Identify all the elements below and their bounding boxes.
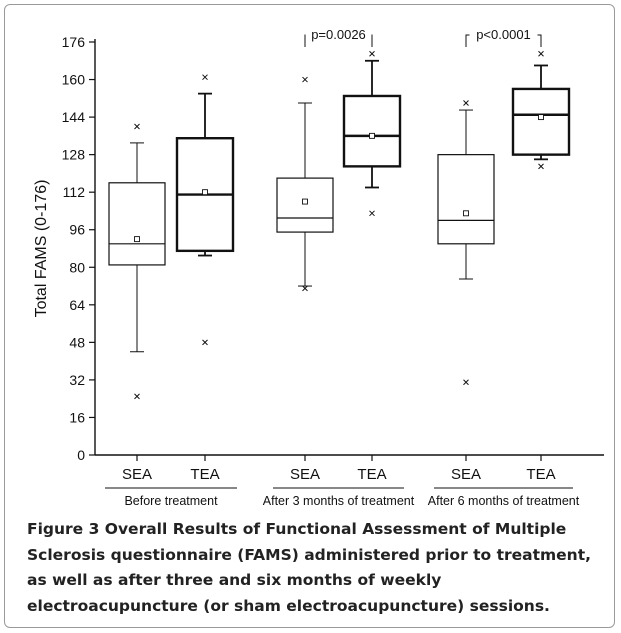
outlier-marker — [538, 50, 544, 57]
outlier-marker — [369, 210, 375, 217]
y-tick-label: 144 — [62, 109, 86, 125]
outlier-marker — [302, 285, 308, 292]
outlier-marker — [463, 379, 469, 386]
bracket-right — [371, 34, 373, 47]
outlier-stroke — [463, 100, 469, 106]
y-tick-label: 80 — [69, 259, 85, 275]
x-tick-label: TEA — [190, 466, 219, 483]
outlier-stroke — [202, 74, 208, 81]
iqr-box — [276, 177, 334, 233]
box-plot-chart: 0 16 32 48 64 80 96 112 128 144 160 176 Total FAMS (… — [33, 27, 604, 508]
outlier-marker — [202, 74, 208, 81]
iqr-box — [437, 154, 495, 245]
outlier-stroke — [538, 163, 544, 170]
y-tick-label: 176 — [62, 34, 86, 50]
outlier-stroke — [302, 76, 308, 83]
group-label: After 6 months of treatment — [428, 494, 580, 508]
outlier-stroke — [463, 379, 469, 386]
y-axis-label: Total FAMS (0-176) — [33, 180, 50, 318]
figure-frame — [4, 4, 615, 628]
outlier-stroke — [302, 285, 308, 292]
outlier-stroke — [134, 393, 140, 400]
x-tick-label: SEA — [290, 466, 320, 483]
y-tick-label: 16 — [69, 409, 85, 425]
y-tick-label: 128 — [62, 147, 86, 163]
chart-annotations: p=0.0026 p<0.0001 — [304, 27, 542, 47]
group-label: After 3 months of treatment — [263, 494, 415, 508]
y-tick-label: 32 — [69, 372, 85, 388]
chart-svg: 0 16 32 48 64 80 96 112 128 144 160 176 Total FAMS (… — [33, 27, 604, 508]
outlier-stroke — [134, 123, 140, 130]
x-tick-label: SEA — [122, 466, 152, 483]
outlier-stroke — [538, 50, 544, 57]
box-plot-1 — [108, 123, 166, 400]
bracket-right — [537, 34, 542, 47]
p-value-label: p<0.0001 — [476, 27, 531, 42]
box-plot-4 — [342, 50, 402, 217]
box-plot-6 — [511, 50, 571, 170]
box-plot-2 — [175, 74, 235, 346]
p-value-label: p=0.0026 — [311, 27, 366, 42]
significance-bracket: p=0.0026 — [304, 27, 373, 47]
mean-marker — [369, 132, 375, 139]
bracket-left — [304, 34, 306, 47]
outlier-marker — [134, 123, 140, 130]
significance-bracket: p<0.0001 — [465, 27, 542, 47]
outlier-stroke — [369, 210, 375, 217]
y-tick-label: 112 — [63, 184, 86, 200]
y-tick-label: 0 — [77, 447, 85, 463]
iqr-box — [342, 94, 402, 168]
outlier-marker — [202, 339, 208, 346]
x-tick-label: SEA — [451, 466, 481, 483]
y-tick-label: 64 — [69, 297, 85, 313]
box-plot-5 — [437, 100, 495, 386]
y-tick-label: 160 — [62, 72, 86, 88]
mean-marker — [202, 189, 208, 196]
caption-label: Figure 3 — [27, 520, 100, 538]
group-label: Before treatment — [124, 494, 218, 508]
y-tick-label: 48 — [69, 334, 85, 350]
mean-marker — [134, 236, 140, 243]
x-tick-label: TEA — [357, 466, 386, 483]
box-plot-3 — [276, 76, 334, 292]
outlier-stroke — [369, 50, 375, 57]
iqr-box — [108, 182, 166, 266]
iqr-box — [511, 87, 571, 156]
mean-marker — [463, 210, 469, 217]
outlier-marker — [369, 50, 375, 57]
mean-marker — [538, 114, 544, 121]
outlier-marker — [538, 163, 544, 170]
outlier-marker — [302, 76, 308, 83]
outlier-marker — [134, 393, 140, 400]
chart-boxes — [108, 50, 571, 400]
x-tick-label: TEA — [526, 466, 555, 483]
caption-text: Overall Results of Functional Assessment… — [27, 520, 592, 615]
y-tick-label: 96 — [69, 222, 85, 238]
chart-axes: 0 16 32 48 64 80 96 112 128 144 160 176 Total FAMS (… — [33, 34, 604, 508]
figure-caption: Figure 3 Overall Results of Functional A… — [27, 517, 607, 619]
mean-marker — [302, 198, 308, 205]
bracket-left — [465, 34, 470, 47]
outlier-stroke — [202, 339, 208, 346]
outlier-marker — [463, 100, 469, 106]
